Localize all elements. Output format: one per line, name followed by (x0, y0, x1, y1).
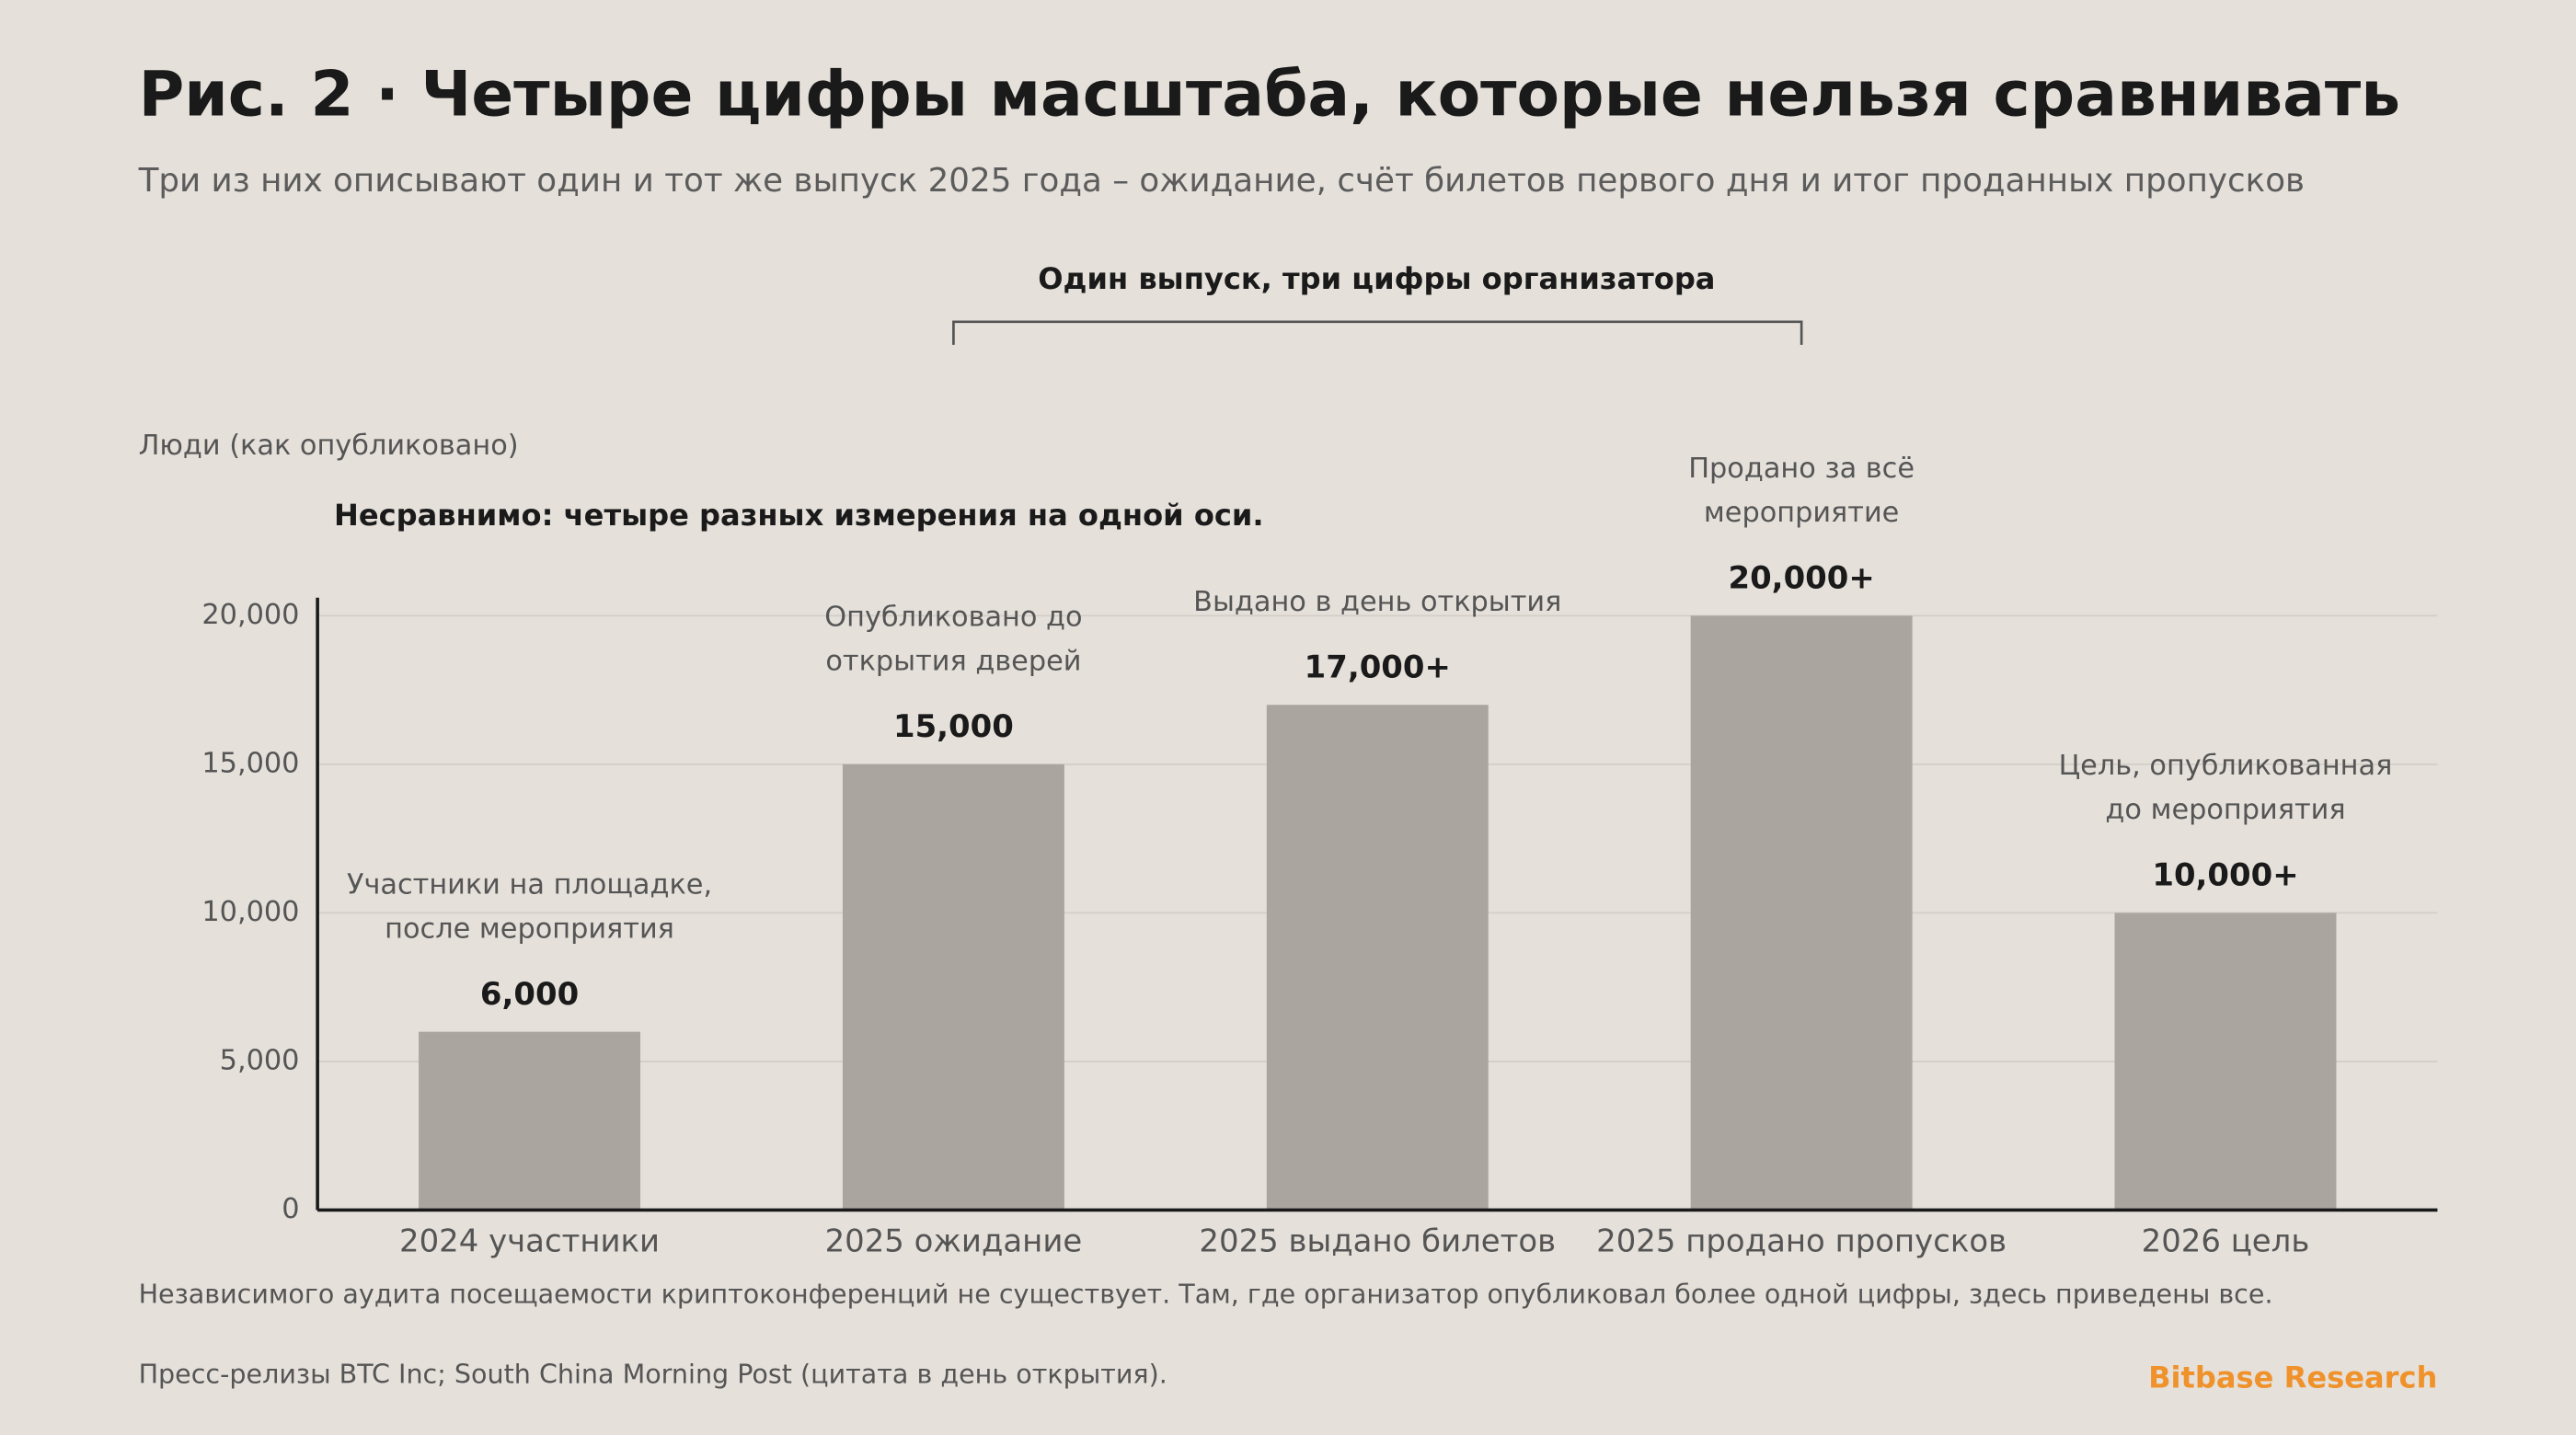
bar (1690, 615, 1913, 1211)
y-tick-label: 20,000 (201, 599, 299, 631)
bracket (952, 320, 1803, 345)
y-tick-label: 10,000 (201, 896, 299, 928)
bar (842, 763, 1064, 1211)
subtitle: Три из них описывают один и тот же выпус… (138, 162, 2306, 200)
brand: Bitbase Research (2148, 1360, 2437, 1395)
bar-note: Продано за всё (1688, 453, 1915, 485)
bar-note: после мероприятия (385, 913, 674, 945)
y-axis-label: Люди (как опубликовано) (139, 430, 519, 462)
value-label: 15,000 (893, 708, 1014, 744)
y-tick-label: 15,000 (201, 747, 299, 779)
value-label: 10,000+ (2152, 857, 2298, 893)
bar (2114, 913, 2337, 1211)
y-tick-label: 5,000 (220, 1044, 300, 1076)
x-tick-label: 2026 цель (2142, 1223, 2310, 1259)
bar (1266, 705, 1489, 1211)
x-tick-label: 2025 продано пропусков (1596, 1223, 2007, 1259)
annotation: Несравнимо: четыре разных измерения на о… (334, 498, 1264, 533)
source: Пресс-релизы BTC Inc; South China Mornin… (139, 1359, 1167, 1390)
bar-note: Выдано в день открытия (1193, 586, 1561, 618)
footnote: Независимого аудита посещаемости крипток… (139, 1278, 2273, 1309)
x-tick-label: 2024 участники (399, 1223, 660, 1259)
x-tick-label: 2025 ожидание (825, 1223, 1083, 1259)
bar-note: открытия дверей (825, 646, 1081, 678)
bar-note: до мероприятия (2105, 794, 2345, 826)
x-tick-label: 2025 выдано билетов (1199, 1223, 1556, 1259)
value-label: 17,000+ (1305, 649, 1451, 684)
y-tick-label: 0 (282, 1193, 299, 1225)
value-label: 20,000+ (1729, 560, 1875, 596)
value-label: 6,000 (480, 976, 579, 1012)
bar-note: Участники на площадке, (347, 868, 712, 901)
bracket-label: Один выпуск, три цифры организатора (1038, 261, 1715, 296)
bar-note: Опубликовано до (824, 602, 1082, 634)
bar (419, 1031, 641, 1211)
bar-note: мероприятие (1704, 497, 1899, 529)
chart-title: Рис. 2 · Четыре цифры масштаба, которые … (139, 58, 2401, 131)
bar-note: Цель, опубликованная (2059, 750, 2393, 782)
